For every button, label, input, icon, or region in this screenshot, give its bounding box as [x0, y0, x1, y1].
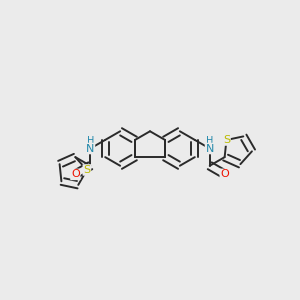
Text: N: N [206, 143, 214, 154]
Text: O: O [220, 169, 229, 179]
Text: O: O [71, 169, 80, 179]
Text: H: H [206, 136, 213, 146]
Text: S: S [223, 135, 230, 145]
Text: N: N [86, 143, 94, 154]
Text: S: S [83, 165, 91, 175]
Text: H: H [87, 136, 94, 146]
